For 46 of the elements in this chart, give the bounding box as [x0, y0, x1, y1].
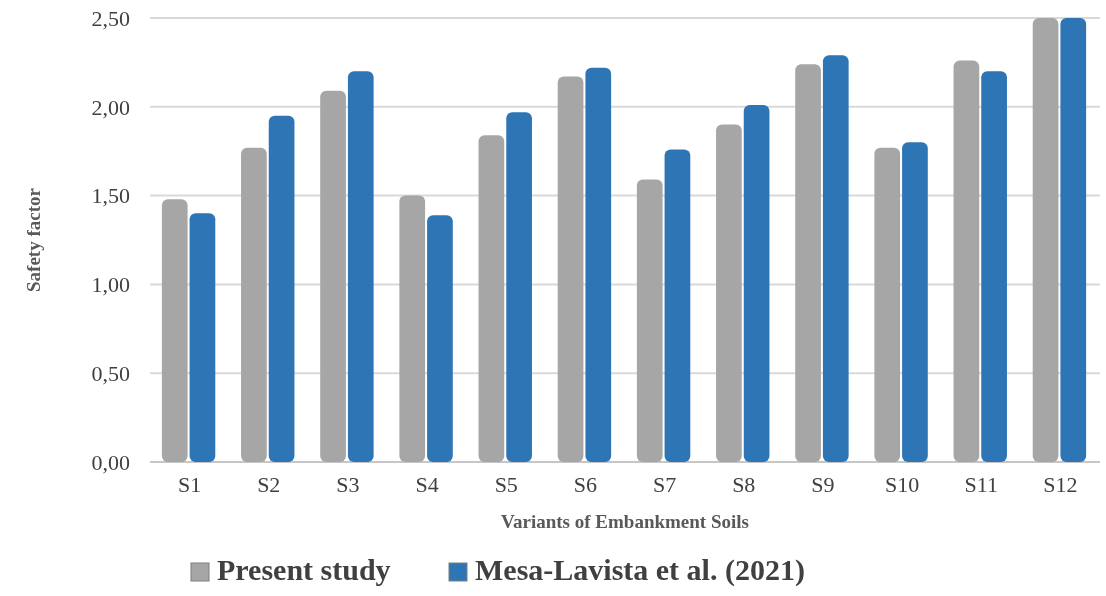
- y-tick-label: 0,50: [91, 360, 130, 386]
- x-tick-label: S7: [652, 472, 677, 497]
- x-tick-label: S8: [732, 472, 756, 497]
- y-tick-label: 1,00: [91, 272, 130, 298]
- bar: [320, 90, 346, 462]
- x-tick-label: S9: [811, 472, 835, 497]
- bar: [822, 55, 849, 462]
- bar: [981, 71, 1007, 462]
- bar: [478, 135, 505, 462]
- bar: [795, 64, 821, 462]
- bar: [189, 213, 216, 462]
- bar: [902, 142, 928, 462]
- y-tick-label: 2,50: [91, 5, 130, 31]
- bar: [399, 195, 426, 462]
- bar: [347, 71, 374, 462]
- x-tick-label: S5: [494, 472, 518, 497]
- legend-label: Present study: [217, 553, 391, 586]
- x-tick-label: S6: [573, 472, 598, 497]
- bar: [716, 124, 742, 462]
- bar: [585, 67, 612, 462]
- x-tick-label: S4: [415, 472, 439, 497]
- bar: [664, 149, 691, 462]
- x-tick-label: S3: [336, 472, 360, 497]
- y-axis-title: Safety factor: [23, 187, 44, 292]
- x-tick-label: S2: [257, 472, 281, 497]
- bar: [161, 199, 188, 462]
- bar: [1032, 18, 1059, 462]
- bar: [506, 112, 532, 462]
- x-axis-title: Variants of Embankment Soils: [501, 511, 749, 532]
- y-tick-label: 1,50: [91, 183, 130, 209]
- bar: [953, 60, 980, 462]
- x-tick-label: S11: [964, 472, 998, 497]
- y-tick-label: 0,00: [91, 449, 130, 475]
- bar: [427, 215, 453, 462]
- bar: [874, 147, 901, 462]
- legend-label: Mesa-Lavista et al. (2021): [475, 553, 805, 587]
- bar: [268, 115, 295, 462]
- x-tick-label: S12: [1043, 472, 1078, 497]
- bar: [241, 147, 267, 462]
- y-tick-label: 2,00: [91, 94, 130, 120]
- bar: [743, 105, 770, 462]
- x-tick-label: S1: [177, 472, 202, 497]
- bar: [1060, 18, 1087, 462]
- x-tick-label: S10: [884, 472, 920, 497]
- bar: [557, 76, 584, 462]
- bar: [636, 179, 663, 462]
